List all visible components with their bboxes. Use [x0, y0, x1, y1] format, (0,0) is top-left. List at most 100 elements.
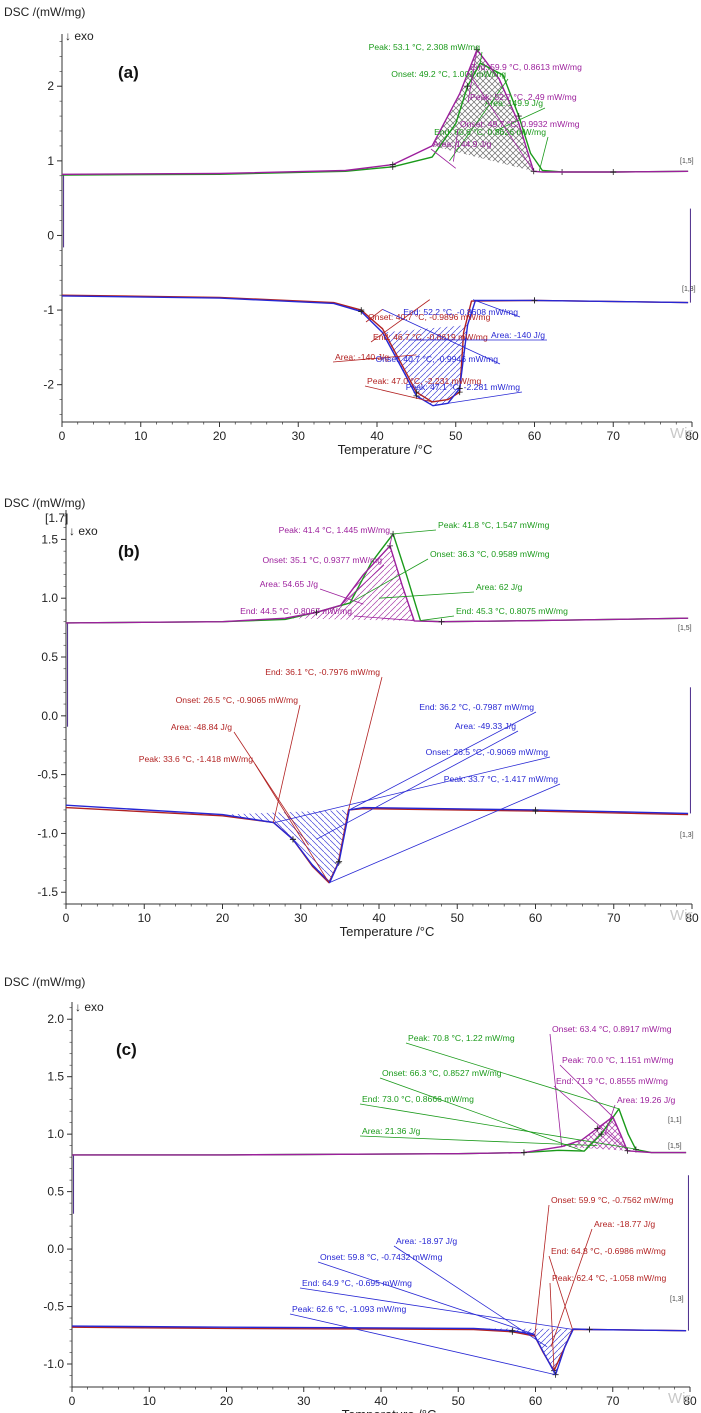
data-point-marker	[520, 1149, 527, 1156]
x-tick-label: 10	[138, 911, 152, 925]
annotation-label: End: 73.0 °C, 0.8666 mW/mg	[362, 1094, 474, 1104]
series-line-purple	[65, 545, 689, 624]
annotation-label: End: 44.5 °C, 0.8067 mW/mg	[240, 606, 352, 616]
panel-label: (b)	[118, 542, 140, 561]
annotation-leader	[289, 1313, 556, 1376]
annotation-leader	[553, 1085, 628, 1151]
data-point-marker	[289, 836, 296, 843]
annotation-label: Onset: 26.5 °C, -0.9065 mW/mg	[176, 695, 299, 705]
annotation-leader	[272, 704, 301, 823]
x-tick-label: 10	[134, 429, 148, 443]
annotation-label: Onset: 66.3 °C, 0.8527 mW/mg	[382, 1068, 502, 1078]
annotation-label: Onset: 49.2 °C, 1.001 mW/mg	[391, 69, 506, 79]
annotation-leader	[254, 763, 330, 883]
y-tick-label: -1	[43, 303, 54, 317]
annotation-leader	[329, 783, 561, 883]
x-tick-label: 20	[213, 429, 227, 443]
annotation-leader	[548, 1255, 573, 1330]
y-tick-label: 1.5	[41, 532, 58, 546]
x-tick-label: 0	[59, 429, 66, 443]
y-tick-label: -1.0	[43, 1357, 64, 1371]
x-tick-label: 0	[69, 1394, 76, 1408]
data-point-marker	[313, 609, 320, 616]
y-tick-label: 2.0	[47, 1012, 64, 1026]
annotation-label: Area: 54.65 J/g	[260, 579, 319, 589]
annotation-label: Peak: 62.4 °C, -1.058 mW/mg	[552, 1273, 666, 1283]
annotation-leader	[378, 591, 475, 599]
series-line-red	[61, 294, 689, 403]
x-tick-label: 60	[529, 911, 543, 925]
annotation-leader	[349, 711, 537, 811]
series-line-purple	[72, 1116, 687, 1156]
curve-id-label: [1,3]	[680, 832, 694, 839]
annotation-leader	[494, 107, 546, 132]
curve-id-label: [1,5]	[680, 158, 694, 165]
series-line-red	[65, 806, 689, 884]
annotation-leader	[389, 534, 393, 546]
peak-area-hatch	[561, 1116, 628, 1151]
annotation-leader	[467, 71, 535, 172]
annotation-leader	[348, 676, 383, 811]
x-tick-label: 30	[297, 1394, 311, 1408]
y-tick-label: -0.5	[37, 768, 58, 782]
annotation-leader	[273, 756, 551, 824]
annotation-leader	[467, 49, 478, 103]
annotation-leader	[432, 391, 523, 406]
data-point-marker	[594, 1125, 601, 1132]
annotation-label: End: 64.8 °C, -0.6986 mW/mg	[551, 1246, 666, 1256]
annotation-label: Onset: 49.7 °C, 0.9932 mW/mg	[460, 119, 580, 129]
annotation-label: End: 36.1 °C, -0.7976 mW/mg	[265, 667, 380, 677]
data-point-marker	[515, 113, 522, 120]
y-tick-label: 0.5	[41, 650, 58, 664]
y-tick-label: 0.0	[41, 709, 58, 723]
annotation-label: End: 60.6 °C, 0.8626 mW/mg	[434, 127, 546, 137]
x-axis-label: Temperature /°C	[340, 924, 435, 939]
annotation-label: Area: 144.9 J/g	[433, 139, 492, 149]
y-tick-label: 1.0	[41, 591, 58, 605]
annotation-leader	[359, 1135, 598, 1147]
annotation-label: Onset: 40.7 °C, -0.9946 mW/mg	[376, 354, 499, 364]
annotation-leader	[393, 529, 437, 535]
y-tick-label: 1.5	[47, 1070, 64, 1084]
annotation-label: Onset: 40.7 °C, -0.9896 mW/mg	[368, 312, 491, 322]
panel-label: (a)	[118, 63, 139, 82]
series-line-blue	[71, 1325, 687, 1376]
annotation-label: Peak: 62.6 °C, -1.093 mW/mg	[292, 1304, 406, 1314]
annotation-leader	[349, 558, 429, 604]
data-point-marker	[624, 1147, 631, 1154]
y-axis-label: DSC /(mW/mg)	[4, 5, 85, 19]
x-axis-label: Temperature /°C	[342, 1407, 437, 1413]
annotation-leader	[382, 308, 501, 365]
annotation-label: Peak: 70.8 °C, 1.22 mW/mg	[408, 1033, 515, 1043]
annotation-leader	[472, 299, 521, 318]
annotation-label: Area: 62 J/g	[476, 582, 523, 592]
annotation-leader	[604, 1104, 616, 1135]
series-line-red	[71, 1326, 687, 1372]
annotation-leader	[364, 385, 433, 403]
annotation-leader	[379, 1077, 585, 1152]
y-axis-label: DSC /(mW/mg)	[4, 975, 85, 989]
curve-id-label: [1,3]	[670, 1296, 684, 1303]
annotation-leader	[549, 1282, 555, 1371]
x-tick-label: 60	[529, 1394, 543, 1408]
exo-indicator: ↓ exo	[65, 29, 94, 43]
y-top-label: [1.7]	[45, 511, 68, 525]
y-tick-label: 0	[47, 228, 54, 242]
annotation-label: Area: -48.84 J/g	[171, 722, 232, 732]
data-point-marker	[456, 385, 463, 392]
data-point-marker	[610, 169, 617, 176]
annotation-label: End: 71.9 °C, 0.8555 mW/mg	[556, 1076, 668, 1086]
series-line-green	[61, 62, 689, 176]
panel-a: DSC /(mW/mg)↓ exo(a)0 10 20 30 40 50 60 70 80-2-…	[4, 5, 699, 457]
x-tick-label: 50	[449, 429, 463, 443]
annotation-label: Peak: 33.6 °C, -1.418 mW/mg	[139, 754, 253, 764]
data-point-marker	[389, 161, 396, 168]
data-point-marker	[598, 1131, 605, 1138]
annotation-leader	[452, 128, 459, 162]
data-point-marker	[509, 1327, 516, 1334]
y-axis-label: DSC /(mW/mg)	[4, 496, 85, 510]
watermark: Wir	[670, 907, 693, 924]
y-tick-label: -1.5	[37, 885, 58, 899]
annotation-leader	[332, 354, 417, 363]
